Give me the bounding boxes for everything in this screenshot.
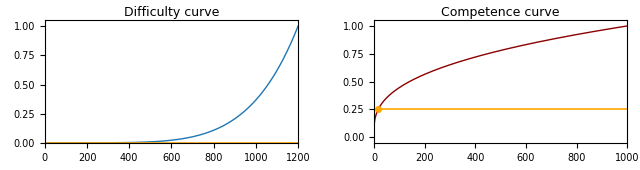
Title: Competence curve: Competence curve [442,6,560,19]
Title: Difficulty curve: Difficulty curve [124,6,219,19]
